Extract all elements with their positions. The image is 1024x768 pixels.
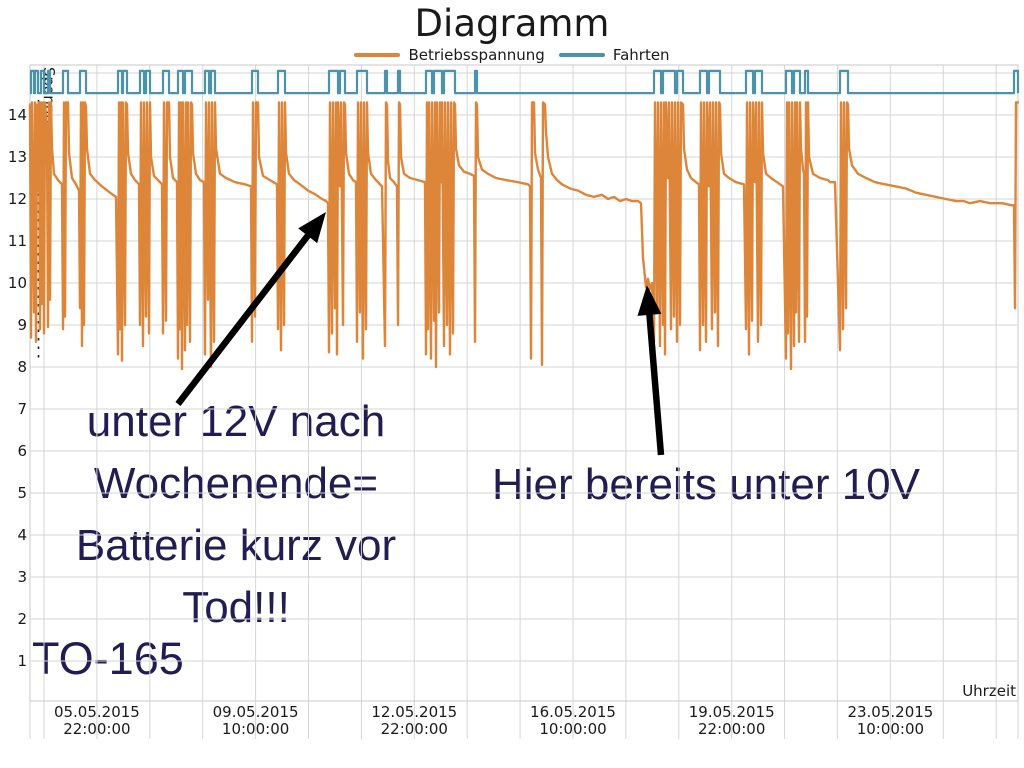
- y-tick-label: 8: [17, 358, 27, 376]
- legend-item-fahrten: Fahrten: [558, 46, 670, 64]
- y-tick-label: 3: [17, 568, 27, 586]
- annotation-under-10v: Hier bereits unter 10V: [492, 460, 920, 509]
- annotation-weekend-line-4: Tod!!!: [182, 583, 290, 632]
- y-tick-label: 10: [7, 274, 27, 292]
- y-tick-label: 13: [7, 148, 27, 166]
- y-tick-label: 5: [17, 484, 27, 502]
- legend: Betriebsspannung Fahrten: [0, 46, 1024, 64]
- y-tick-label: 7: [17, 400, 27, 418]
- annotation-arrow-1: [175, 212, 326, 406]
- legend-label-betriebsspannung: Betriebsspannung: [408, 46, 545, 64]
- annotation-weekend-line-1: unter 12V nach: [86, 397, 386, 446]
- x-axis-title: Uhrzeit: [962, 682, 1016, 700]
- fahrten-line: [29, 69, 1020, 95]
- x-tick-label: 09.05.2015 10:00:00: [212, 703, 299, 738]
- y-tick-label: 4: [17, 526, 27, 544]
- y-tick-label: 9: [17, 316, 27, 334]
- fahrten-swatch-icon: [558, 53, 605, 57]
- legend-item-betriebsspannung: Betriebsspannung: [354, 46, 545, 64]
- x-tick-label: 16.05.2015 10:00:00: [530, 703, 616, 738]
- legend-label-fahrten: Fahrten: [612, 46, 670, 64]
- chart-title: Diagramm: [414, 2, 610, 45]
- betriebsspannung-swatch-icon: [354, 53, 401, 57]
- y-tick-label: 11: [7, 232, 27, 250]
- annotation-weekend-line-3: Batterie kurz vor: [75, 521, 397, 570]
- annotation-arrow-2: [637, 285, 665, 456]
- y-tick-label: 12: [7, 190, 27, 208]
- y-tick-label: 2: [17, 610, 27, 628]
- annotation-weekend-note: unter 12V nach Wochenende= Batterie kurz…: [40, 391, 432, 639]
- annotation-weekend-line-2: Wochenende=: [93, 459, 379, 508]
- y-tick-label: 6: [17, 442, 27, 460]
- device-label: TO-165: [32, 633, 184, 684]
- x-tick-label: 05.05.2015 22:00:00: [53, 703, 140, 738]
- y-axis-title: Spannung: [40, 67, 58, 143]
- x-tick-label: 23.05.2015 10:00:00: [847, 703, 934, 738]
- x-tick-label: 19.05.2015 22:00:00: [688, 703, 775, 738]
- x-tick-label: 12.05.2015 22:00:00: [371, 703, 458, 738]
- y-tick-label: 14: [7, 106, 27, 124]
- y-tick-label: 1: [17, 652, 27, 670]
- betriebsspannung-line: [28, 101, 1020, 371]
